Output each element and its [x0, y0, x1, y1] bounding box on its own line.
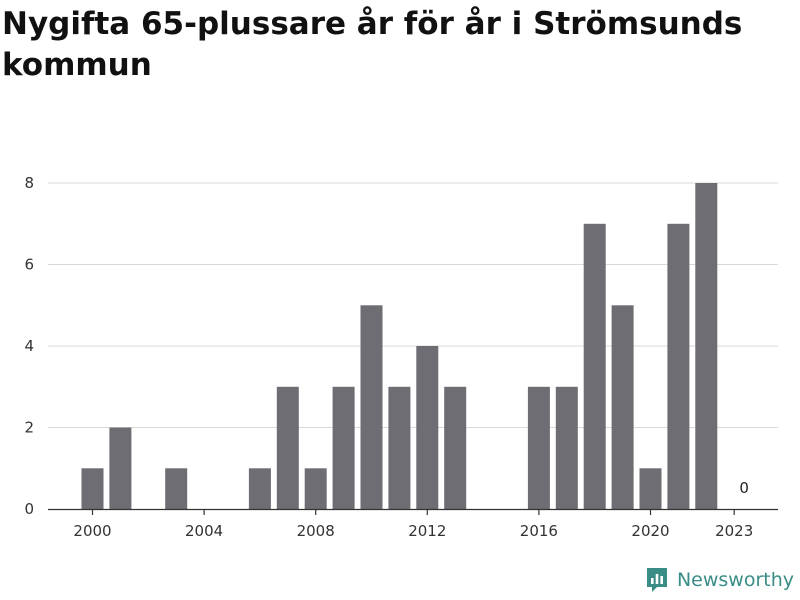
bar — [583, 223, 606, 510]
brand-name: Newsworthy — [676, 569, 794, 591]
labels: 0 2 4 6 8 2000 2004 2008 2012 2016 2020 2023 0 — [24, 174, 753, 540]
bars — [81, 183, 718, 510]
y-tick-label: 2 — [24, 419, 34, 437]
y-tick-label: 8 — [24, 174, 34, 192]
x-tick-label: 2020 — [631, 522, 669, 540]
x-axis — [48, 508, 778, 515]
data-label: 0 — [739, 479, 749, 497]
bar — [360, 305, 383, 510]
bar — [276, 386, 299, 510]
x-tick-label: 2016 — [520, 522, 558, 540]
x-tick-label: 2012 — [408, 522, 446, 540]
bar — [81, 468, 104, 510]
bar — [304, 468, 327, 510]
brand-logo: Newsworthy — [645, 566, 794, 594]
bar — [388, 386, 411, 510]
bar — [695, 183, 718, 509]
bar — [165, 468, 188, 510]
bar — [639, 468, 662, 510]
y-tick-label: 6 — [24, 256, 34, 274]
bar — [332, 386, 355, 510]
bar — [248, 468, 271, 510]
bar — [667, 223, 690, 510]
x-tick-label: 2004 — [185, 522, 223, 540]
bar — [416, 346, 439, 509]
x-tick-label: 2023 — [715, 522, 753, 540]
bar — [611, 305, 634, 510]
bar — [555, 386, 578, 510]
x-tick-label: 2000 — [73, 522, 111, 540]
y-tick-label: 4 — [24, 337, 34, 355]
gridlines — [48, 182, 778, 428]
chart-title: Nygifta 65-plussare år för år i Strömsun… — [2, 6, 743, 83]
bar — [527, 386, 550, 510]
bar — [109, 427, 132, 509]
newsworthy-logo-icon — [646, 568, 667, 592]
x-tick-label: 2008 — [297, 522, 335, 540]
y-tick-label: 0 — [24, 500, 34, 518]
bar — [444, 386, 467, 510]
